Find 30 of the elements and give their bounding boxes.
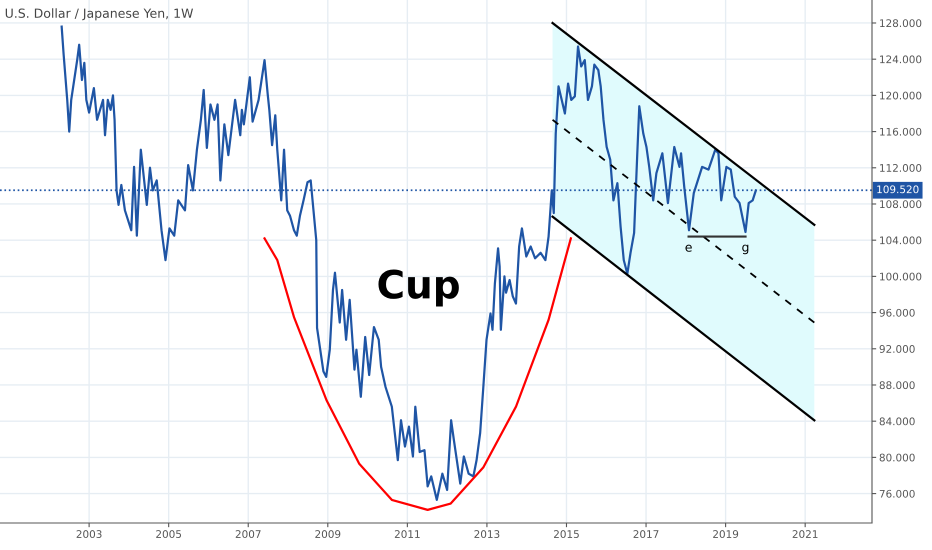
y-tick-label: 88.000	[880, 381, 915, 390]
ref-line-label: 109.520	[877, 185, 919, 194]
y-tick-label: 96.000	[880, 308, 915, 317]
y-tick-label: 80.000	[880, 454, 915, 462]
y-tick-label: 104.000	[880, 236, 922, 244]
y-tick-label: 76.000	[880, 490, 915, 498]
y-tick-label: 92.000	[880, 345, 915, 353]
y-tick-label: 128.000	[880, 19, 922, 28]
line-series	[263, 237, 572, 511]
x-tick-label: 2019	[713, 530, 738, 538]
y-tick-label: 112.000	[880, 164, 922, 172]
x-tick-label: 2017	[634, 530, 658, 538]
x-tick-label: 2009	[315, 530, 340, 538]
text: U.S. Dollar / Japanese Yen, 1W	[6, 8, 194, 20]
annotation: e	[685, 244, 692, 252]
x-tick-label: 2003	[76, 530, 102, 538]
x-tick-label: 2011	[394, 530, 420, 538]
y-tick-label: 100.000	[880, 272, 922, 280]
y-tick-label: 120.000	[880, 92, 922, 100]
annotation: g	[742, 244, 748, 254]
x-tick-label: 2021	[792, 530, 818, 538]
y-tick-label: 116.000	[880, 128, 922, 136]
annotation: Cup	[378, 270, 459, 306]
x-tick-label: 2013	[474, 530, 500, 538]
y-tick-label: 108.000	[880, 200, 922, 208]
x-tick-label: 2007	[236, 530, 261, 538]
y-tick-label: 84.000	[880, 417, 915, 426]
x-tick-label: 2015	[554, 530, 579, 538]
x-tick-label: 2005	[156, 530, 182, 538]
y-tick-label: 124.000	[880, 55, 922, 64]
